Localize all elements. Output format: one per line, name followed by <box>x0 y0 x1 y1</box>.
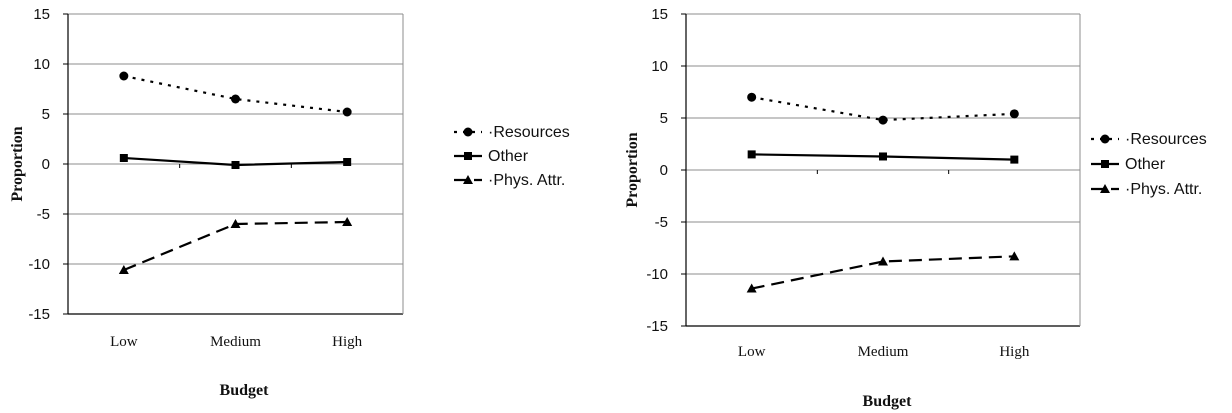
legend-marker <box>464 152 472 160</box>
x-tick-label: Low <box>110 334 138 350</box>
series-other <box>119 154 352 169</box>
y-axis-title: Proportion <box>9 126 26 201</box>
legend-marker <box>463 127 473 137</box>
data-point <box>118 265 129 274</box>
y-tick-label: -15 <box>28 306 50 323</box>
x-axis-title: Budget <box>863 393 913 410</box>
series-other <box>747 150 1019 164</box>
y-tick-label: -10 <box>646 266 668 283</box>
data-point <box>230 219 241 228</box>
legend-entry: Other <box>454 148 529 165</box>
y-tick-label: 15 <box>651 6 668 23</box>
x-tick-label: Low <box>738 344 766 360</box>
legend-marker <box>1101 160 1109 168</box>
data-point <box>1010 155 1019 164</box>
legend-label: ·Resources <box>488 124 570 141</box>
y-tick-label: -15 <box>646 318 668 335</box>
y-tick-label: 10 <box>651 58 668 75</box>
series-line <box>123 220 348 272</box>
data-point <box>878 256 888 266</box>
y-tick-label: 10 <box>33 56 50 73</box>
legend-label: ·Phys. Attr. <box>488 172 565 189</box>
data-point <box>343 158 352 166</box>
series-line <box>123 74 348 114</box>
y-tick-label: 5 <box>660 110 668 127</box>
x-axis-title: Budget <box>220 382 270 399</box>
legend-entry: ·Resources <box>1091 131 1207 148</box>
data-point <box>231 94 240 104</box>
y-tick-label: 0 <box>42 156 50 173</box>
x-tick-label: Medium <box>858 344 909 360</box>
series-resources <box>119 71 352 117</box>
y-tick-label: 15 <box>33 6 50 23</box>
data-point <box>747 92 757 102</box>
legend-label: ·Phys. Attr. <box>1125 181 1202 198</box>
series-phys-attr <box>746 251 1020 293</box>
legend-label: ·Resources <box>1125 131 1207 148</box>
legend-entry: Other <box>1091 156 1166 173</box>
legend-marker <box>1100 184 1110 193</box>
series-resources <box>747 92 1019 125</box>
legend-marker <box>1100 134 1110 144</box>
data-point <box>342 107 352 117</box>
y-tick-label: -5 <box>37 206 50 223</box>
data-point <box>119 154 128 162</box>
legend-entry: ·Phys. Attr. <box>454 172 565 189</box>
legend-label: Other <box>488 148 529 165</box>
series-phys-attr <box>118 217 353 274</box>
legend-marker <box>463 175 473 184</box>
y-tick-label: 0 <box>660 162 668 179</box>
data-point <box>879 152 887 161</box>
data-point <box>1009 251 1020 261</box>
data-point <box>746 283 757 293</box>
y-tick-label: -5 <box>655 214 668 231</box>
chart-panel-1: -15 -10 -5 0 5 10 15 Low Medium High Budget Proport… <box>9 6 570 399</box>
y-tick-label: -10 <box>28 256 50 273</box>
legend-entry: ·Resources <box>454 124 570 141</box>
data-point <box>119 71 129 81</box>
data-point <box>747 150 756 159</box>
series-line <box>751 255 1015 290</box>
x-tick-label: High <box>332 334 363 350</box>
x-tick-label: Medium <box>210 334 261 350</box>
data-point <box>342 217 353 226</box>
data-point <box>1009 109 1019 119</box>
legend-entry: ·Phys. Attr. <box>1091 181 1202 198</box>
x-tick-label: High <box>999 344 1030 360</box>
data-point <box>878 115 888 125</box>
chart-panel-2: -15 -10 -5 0 5 10 15 Low Medium High Budget Proport… <box>624 6 1207 410</box>
y-axis-title: Proportion <box>624 132 641 207</box>
legend-label: Other <box>1125 156 1166 173</box>
y-tick-label: 5 <box>42 106 50 123</box>
data-point <box>231 161 240 169</box>
